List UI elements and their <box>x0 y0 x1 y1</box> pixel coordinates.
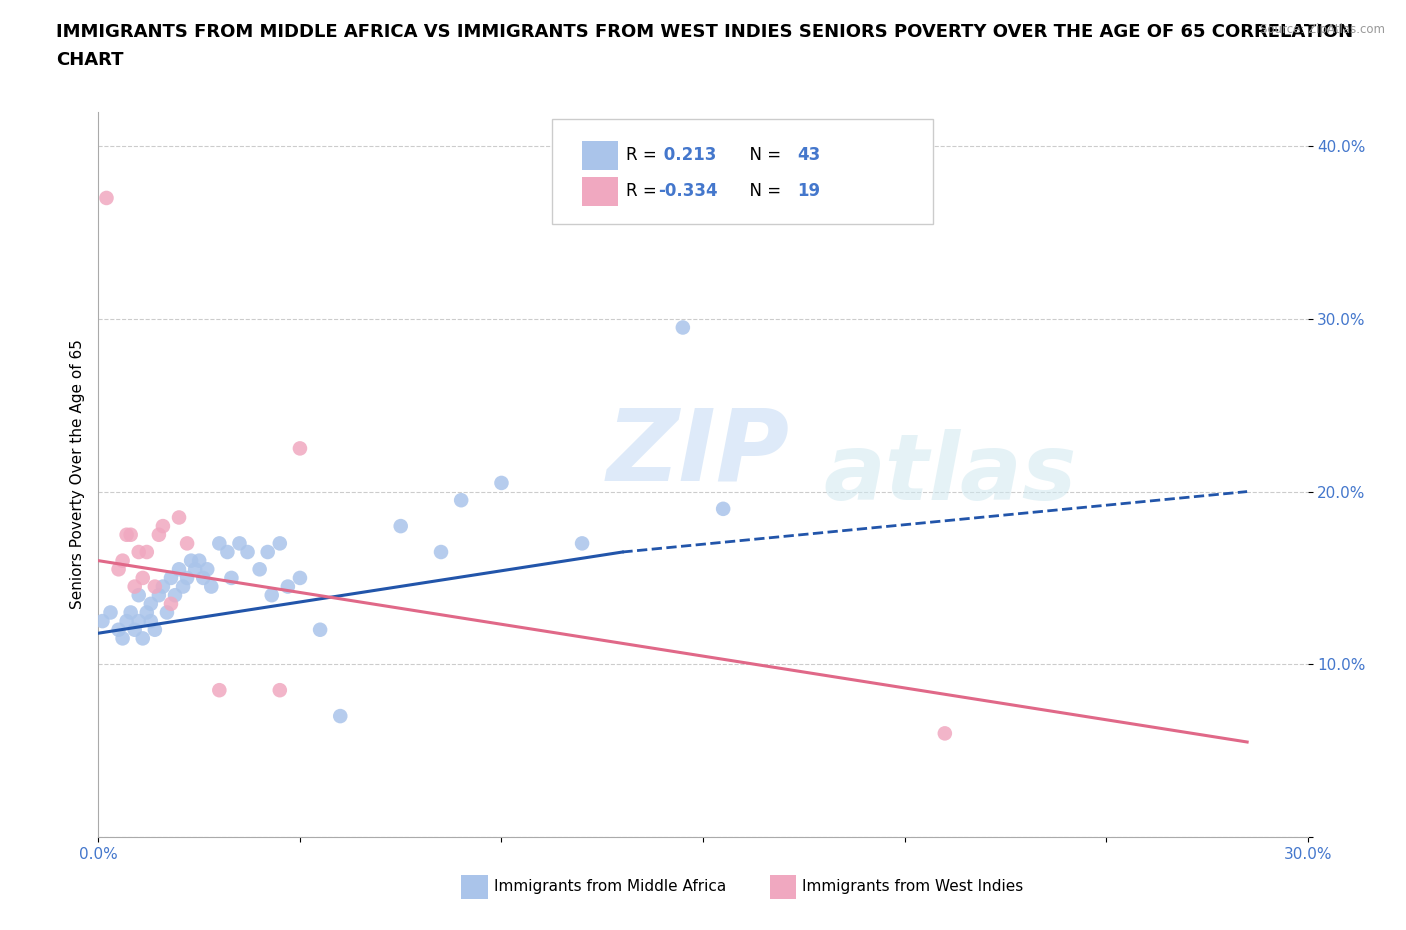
Point <box>152 519 174 534</box>
Point <box>120 605 142 620</box>
Bar <box>769 875 796 898</box>
Bar <box>461 875 488 898</box>
Point <box>139 596 162 611</box>
Text: Immigrants from Middle Africa: Immigrants from Middle Africa <box>494 879 725 894</box>
Point <box>107 562 129 577</box>
Point <box>160 596 183 611</box>
Point <box>277 579 299 594</box>
Point <box>124 579 146 594</box>
Text: Source: ZipAtlas.com: Source: ZipAtlas.com <box>1260 23 1385 36</box>
Point <box>128 545 150 560</box>
Point <box>571 536 593 551</box>
Point <box>249 562 271 577</box>
Point <box>288 441 311 456</box>
Point <box>329 709 352 724</box>
Text: N =: N = <box>740 182 786 200</box>
Point <box>143 579 166 594</box>
Text: CHART: CHART <box>56 51 124 69</box>
Text: 43: 43 <box>797 146 821 164</box>
Point <box>135 545 157 560</box>
Point <box>167 562 190 577</box>
Point <box>172 579 194 594</box>
Point <box>115 614 138 629</box>
Point <box>107 622 129 637</box>
Point <box>389 519 412 534</box>
Bar <box>582 140 619 169</box>
FancyBboxPatch shape <box>551 119 932 224</box>
Point <box>188 553 211 568</box>
Point <box>176 536 198 551</box>
Point <box>120 527 142 542</box>
Bar <box>582 177 619 206</box>
Point <box>160 570 183 585</box>
Point <box>156 605 179 620</box>
Point <box>176 570 198 585</box>
Point <box>491 475 513 490</box>
Text: 0.213: 0.213 <box>658 146 717 164</box>
Point <box>260 588 283 603</box>
Point <box>217 545 239 560</box>
Point <box>167 510 190 525</box>
Text: 19: 19 <box>797 182 821 200</box>
Text: atlas: atlas <box>824 430 1077 519</box>
Point <box>208 683 231 698</box>
Text: N =: N = <box>740 146 786 164</box>
Y-axis label: Seniors Poverty Over the Age of 65: Seniors Poverty Over the Age of 65 <box>69 339 84 609</box>
Point <box>269 536 291 551</box>
Point <box>450 493 472 508</box>
Text: -0.334: -0.334 <box>658 182 718 200</box>
Point <box>148 588 170 603</box>
Text: IMMIGRANTS FROM MIDDLE AFRICA VS IMMIGRANTS FROM WEST INDIES SENIORS POVERTY OVE: IMMIGRANTS FROM MIDDLE AFRICA VS IMMIGRA… <box>56 23 1354 41</box>
Text: R =: R = <box>626 146 662 164</box>
Point <box>128 588 150 603</box>
Point <box>91 614 114 629</box>
Point <box>256 545 278 560</box>
Point <box>208 536 231 551</box>
Text: ZIP: ZIP <box>606 404 789 501</box>
Point <box>152 579 174 594</box>
Point <box>288 570 311 585</box>
Point <box>111 631 134 645</box>
Text: R =: R = <box>626 182 662 200</box>
Point <box>128 614 150 629</box>
Text: Immigrants from West Indies: Immigrants from West Indies <box>803 879 1024 894</box>
Point <box>228 536 250 551</box>
Point <box>135 605 157 620</box>
Point <box>236 545 259 560</box>
Point <box>221 570 243 585</box>
Point <box>148 527 170 542</box>
Point <box>100 605 122 620</box>
Point <box>200 579 222 594</box>
Point <box>139 614 162 629</box>
Point <box>269 683 291 698</box>
Point <box>672 320 695 335</box>
Point <box>193 570 215 585</box>
Point <box>143 622 166 637</box>
Point <box>132 631 155 645</box>
Point <box>132 570 155 585</box>
Point <box>934 726 956 741</box>
Point <box>195 562 218 577</box>
Point <box>309 622 332 637</box>
Point <box>711 501 734 516</box>
Point <box>163 588 186 603</box>
Point <box>111 553 134 568</box>
Point <box>115 527 138 542</box>
Point <box>96 191 118 206</box>
Point <box>184 562 207 577</box>
Point <box>430 545 453 560</box>
Point <box>180 553 202 568</box>
Point <box>124 622 146 637</box>
